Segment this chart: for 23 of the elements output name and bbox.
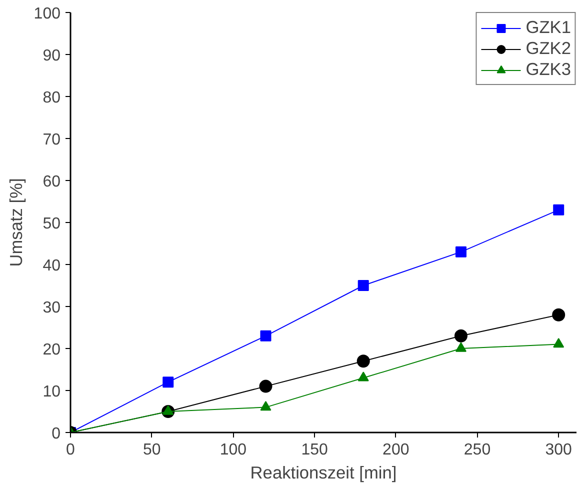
x-tick-label: 50	[142, 442, 161, 458]
x-tick-label: 200	[382, 442, 410, 458]
legend-label: GZK3	[526, 59, 571, 80]
legend-label: GZK2	[526, 38, 571, 59]
y-tick-label: 80	[42, 90, 61, 106]
y-tick-label: 70	[42, 132, 61, 148]
y-tick-label: 10	[42, 384, 61, 400]
y-tick-label: 40	[42, 258, 61, 274]
y-tick-label: 90	[42, 48, 61, 64]
y-axis-title: Umsatz [%]	[6, 178, 26, 267]
y-tick-label: 60	[42, 174, 61, 190]
y-tick-label: 30	[42, 300, 61, 316]
x-tick-label: 150	[301, 442, 328, 458]
x-axis-title: Reaktionszeit [min]	[250, 462, 397, 482]
y-tick-label: 50	[42, 216, 61, 232]
x-tick-label: 300	[545, 442, 572, 458]
y-tick-label: 0	[52, 426, 61, 442]
x-tick-label: 100	[220, 442, 247, 458]
y-tick-label: 20	[42, 342, 61, 358]
x-tick-label: 0	[66, 442, 76, 458]
y-tick-label: 100	[34, 6, 61, 22]
x-tick-label: 250	[464, 442, 491, 458]
legend-label: GZK1	[526, 17, 571, 38]
